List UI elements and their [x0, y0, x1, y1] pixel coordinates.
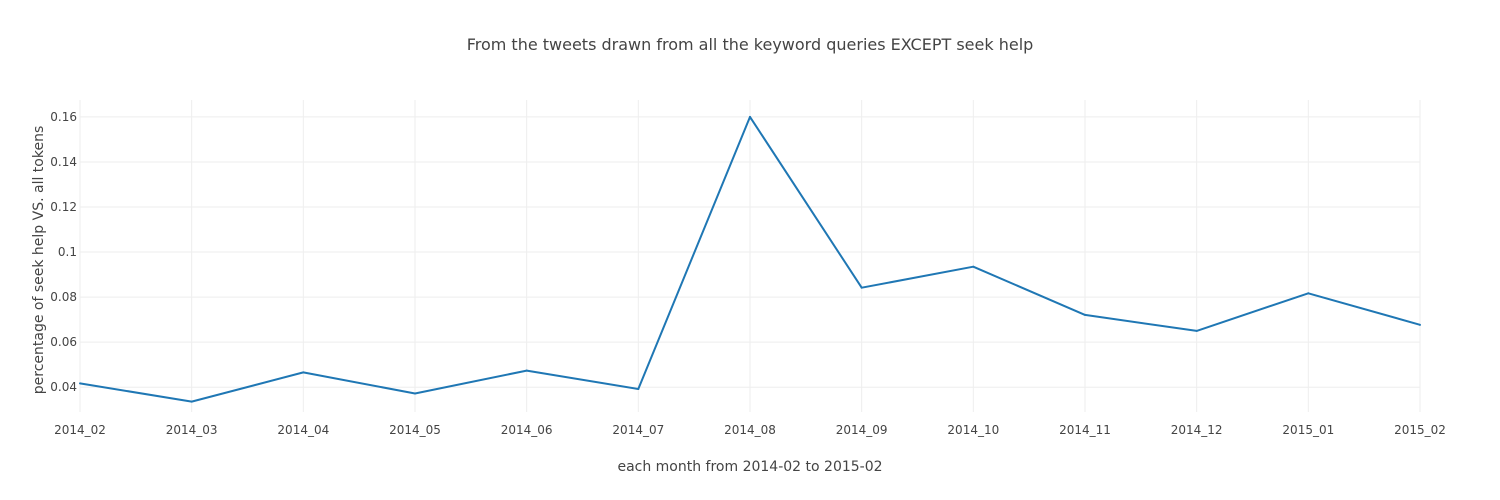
y-tick-labels: 0.04 0.06 0.08 0.1 0.12 0.14 0.16 [50, 110, 77, 394]
x-tick-label: 2014_02 [54, 423, 106, 437]
x-tick-labels: 2014_02 2014_03 2014_04 2014_05 2014_06 2014_… [54, 423, 1446, 437]
y-gridlines [80, 116, 1420, 388]
x-tick-label: 2014_12 [1171, 423, 1223, 437]
data-point [190, 400, 193, 403]
x-tick-label: 2014_05 [389, 423, 441, 437]
x-tick-label: 2014_11 [1059, 423, 1111, 437]
x-tick-label: 2014_08 [724, 423, 776, 437]
data-point [1419, 323, 1421, 326]
data-point [1084, 313, 1086, 316]
x-tick-label: 2014_07 [612, 423, 664, 437]
y-tick-label: 0.12 [50, 200, 77, 214]
series-layer [79, 115, 1421, 403]
data-point [302, 371, 305, 374]
x-gridlines [79, 100, 1421, 412]
y-tick-label: 0.1 [58, 245, 77, 259]
x-tick-label: 2015_02 [1394, 423, 1446, 437]
data-point [860, 286, 863, 289]
x-tick-label: 2014_04 [277, 423, 329, 437]
y-axis-title: percentage of seek help VS. all tokens [31, 126, 47, 395]
chart-title: From the tweets drawn from all the keywo… [467, 35, 1034, 54]
data-point [637, 388, 640, 391]
x-axis-title: each month from 2014-02 to 2015-02 [617, 459, 882, 475]
y-tick-label: 0.08 [50, 290, 77, 304]
data-point [414, 392, 416, 395]
x-tick-label: 2014_03 [166, 423, 218, 437]
data-point [1307, 292, 1310, 295]
y-tick-label: 0.04 [50, 380, 77, 394]
x-tick-label: 2014_10 [947, 423, 999, 437]
data-point [525, 369, 528, 372]
data-point [749, 115, 751, 118]
data-point [1195, 329, 1198, 332]
data-point [79, 382, 81, 385]
x-tick-label: 2014_09 [836, 423, 888, 437]
y-tick-label: 0.16 [50, 110, 77, 124]
y-tick-label: 0.14 [50, 155, 77, 169]
y-tick-label: 0.06 [50, 335, 77, 349]
data-point [972, 265, 975, 268]
x-tick-label: 2014_06 [501, 423, 553, 437]
x-tick-label: 2015_01 [1282, 423, 1334, 437]
